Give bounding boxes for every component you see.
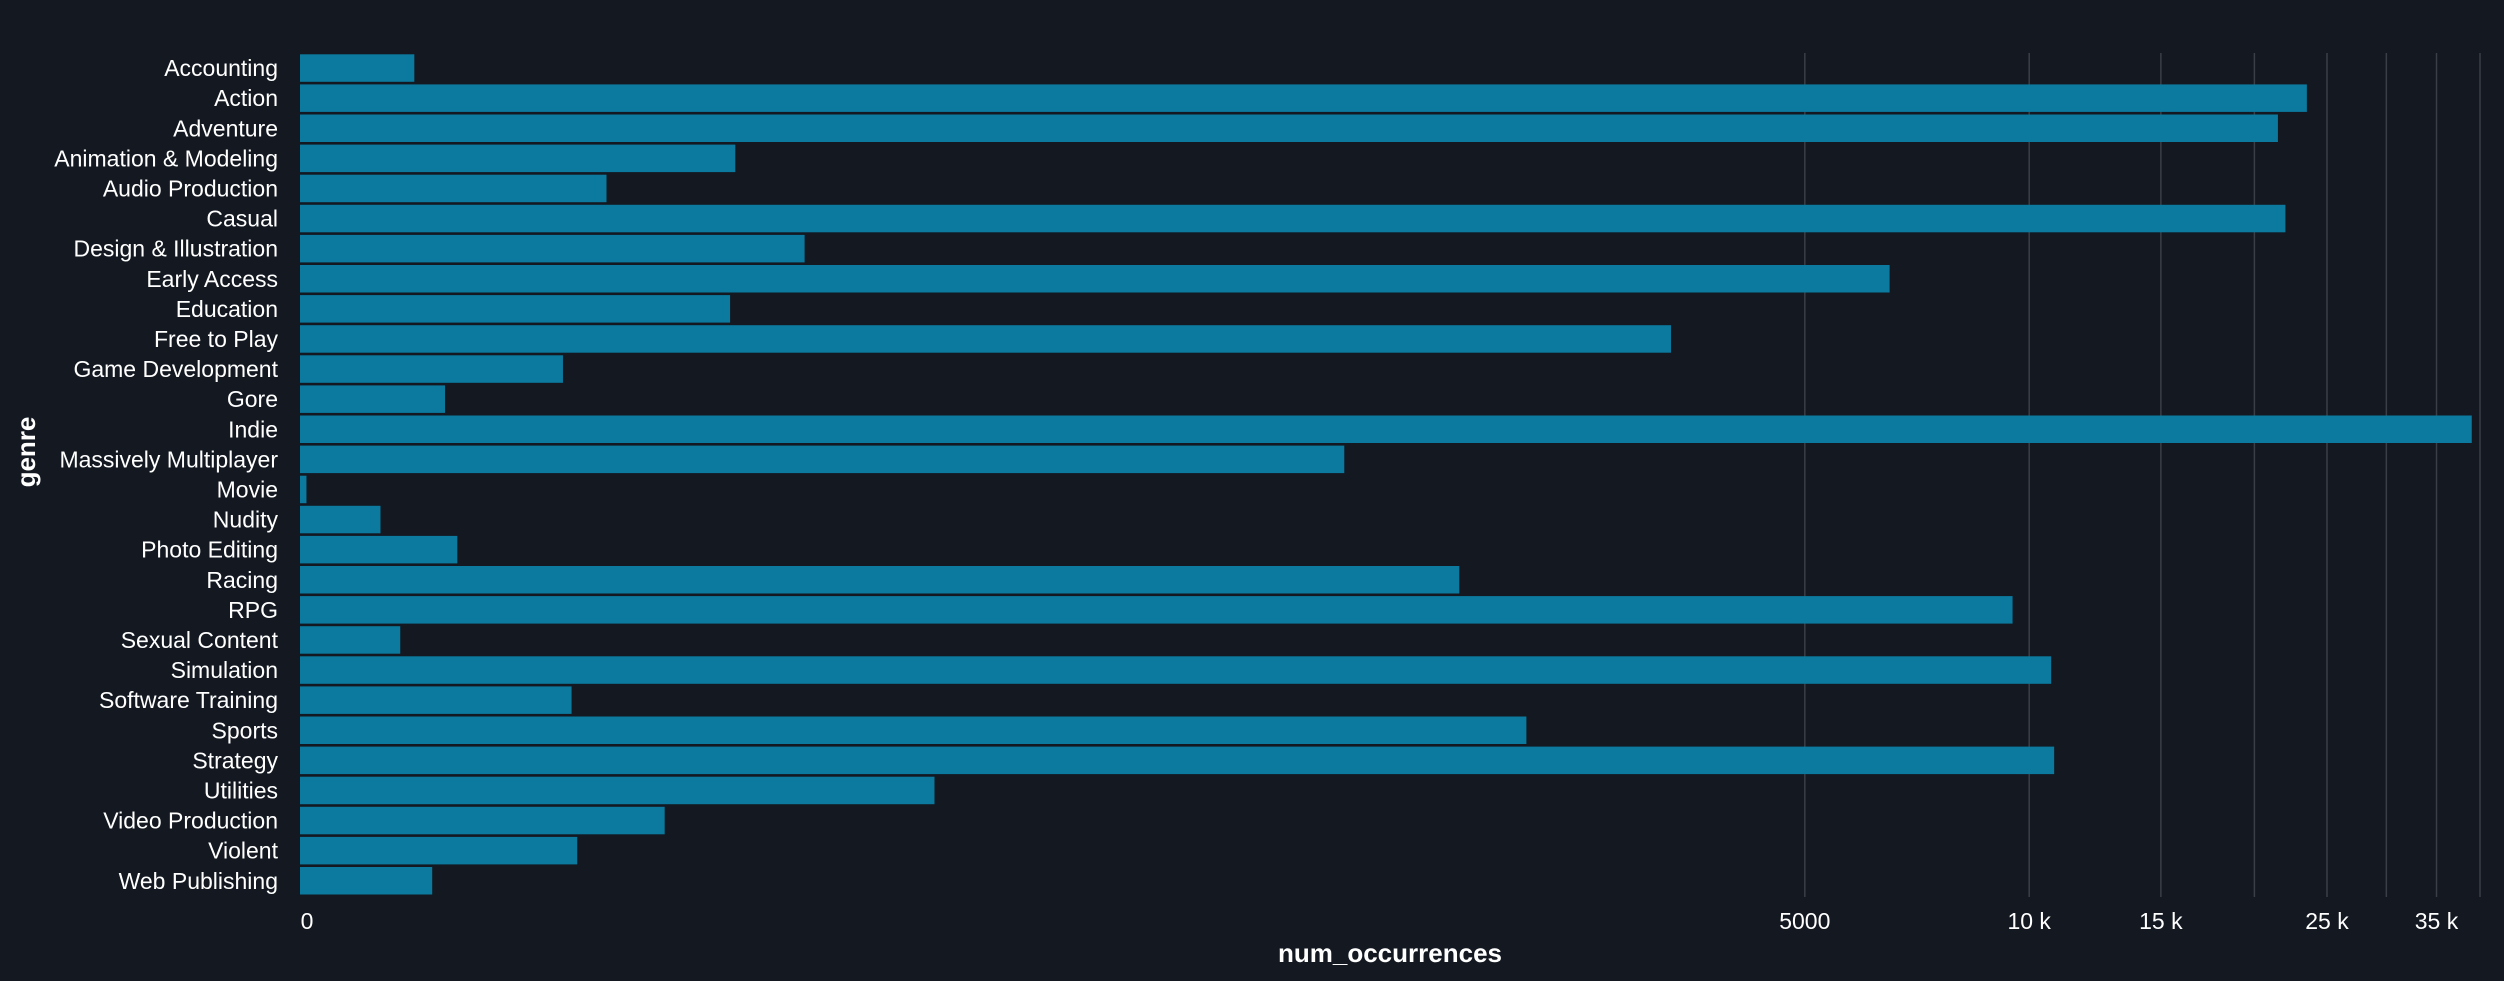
category-label: Casual [206,206,278,232]
x-tick-label: 0 [301,908,314,934]
bar [300,686,572,714]
category-label: Action [214,85,278,111]
bar [300,776,935,805]
bar [300,656,2052,684]
category-label: Sports [212,717,278,743]
bar [300,174,607,203]
category-label: RPG [228,597,278,623]
category-label: Photo Editing [141,537,278,563]
bar [300,746,2055,775]
bar [300,54,415,82]
category-label: Software Training [99,687,278,713]
x-tick-labels: 0 5000 10 k 15 k 25 k 35 k [301,908,2459,934]
bar [300,505,381,534]
bar [300,626,401,654]
category-label: Education [176,296,278,322]
bar [300,385,445,413]
x-axis-title: num_occurrences [1278,938,1502,968]
x-tick-label: 15 k [2139,908,2183,934]
bar [300,535,458,564]
category-label: Utilities [204,777,278,803]
category-label: Video Production [103,808,278,834]
category-label: Simulation [171,657,278,683]
category-label: Early Access [146,266,278,292]
category-label: Indie [228,416,278,442]
bar [300,325,1671,353]
bar [300,234,805,263]
category-label: Sexual Content [121,627,279,653]
bar [300,566,1460,594]
bar [300,84,2307,112]
bar [300,716,1527,744]
category-labels: Accounting Action Adventure Animation & Mod… [54,55,278,894]
category-label: Violent [208,838,279,864]
grid-lines [1804,53,2481,897]
category-label: Gore [227,386,278,412]
category-label: Movie [217,476,278,502]
category-label: Strategy [192,747,278,773]
bar [300,836,578,865]
x-tick-label: 25 k [2305,908,2349,934]
category-label: Design & Illustration [73,236,278,262]
bar [300,596,2013,624]
bar [300,867,433,895]
category-label: Racing [206,567,278,593]
category-label: Audio Production [103,175,278,201]
category-label: Nudity [213,507,279,533]
category-label: Game Development [73,356,278,382]
x-tick-label: 10 k [2007,908,2051,934]
bar [300,475,307,504]
category-label: Animation & Modeling [54,145,278,171]
bar [300,204,2286,233]
bar [300,445,1345,474]
bar [300,144,736,173]
y-axis-title: genre [11,417,41,488]
x-tick-label: 35 k [2415,908,2459,934]
bar [300,355,563,383]
bar [300,265,1890,293]
bars [300,54,2472,895]
category-label: Free to Play [154,326,278,352]
x-tick-label: 5000 [1779,908,1830,934]
bar [300,806,665,835]
bar [300,415,2472,443]
category-label: Web Publishing [119,868,278,894]
category-label: Accounting [164,55,278,81]
bar [300,295,731,323]
category-label: Adventure [173,115,278,141]
bar [300,114,2278,142]
category-label: Massively Multiplayer [59,446,278,472]
